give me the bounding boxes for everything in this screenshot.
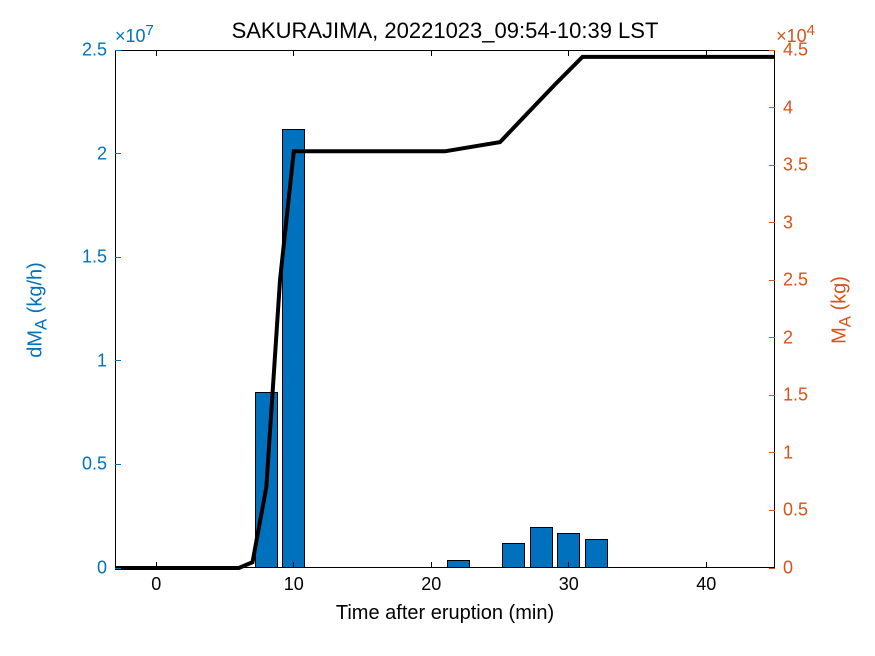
- yright-exp-value: 4: [807, 22, 815, 39]
- x-tick-mark: [293, 562, 294, 568]
- yleft-tick-label: 0.5: [82, 454, 107, 475]
- yleft-exponent: ×107: [115, 22, 154, 47]
- x-tick-mark-top: [706, 50, 707, 56]
- yright-tick-mark: [769, 50, 775, 51]
- yright-tick-label: 3: [783, 212, 793, 233]
- yleft-exp-value: 7: [146, 22, 154, 39]
- yleft-tick-mark: [115, 360, 121, 361]
- yright-tick-mark: [769, 107, 775, 108]
- x-tick-mark-top: [568, 50, 569, 56]
- yleft-tick-mark: [115, 257, 121, 258]
- yright-tick-mark: [769, 280, 775, 281]
- yright-axis-label: MA (kg): [829, 276, 856, 344]
- yleft-tick-label: 2: [97, 143, 107, 164]
- chart-title: SAKURAJIMA, 20221023_09:54-10:39 LST: [115, 18, 775, 44]
- yright-tick-label: 2: [783, 327, 793, 348]
- yright-tick-label: 2.5: [783, 270, 808, 291]
- yright-tick-label: 3.5: [783, 155, 808, 176]
- yright-tick-label: 0.5: [783, 500, 808, 521]
- yleft-tick-label: 0: [97, 558, 107, 579]
- yright-tick-mark: [769, 568, 775, 569]
- yright-tick-label: 1: [783, 442, 793, 463]
- yright-tick-label: 4.5: [783, 40, 808, 61]
- yleft-tick-mark: [115, 464, 121, 465]
- yleft-exp-prefix: ×10: [115, 26, 146, 46]
- yright-tick-mark: [769, 395, 775, 396]
- yleft-tick-mark: [115, 568, 121, 569]
- yright-tick-mark: [769, 510, 775, 511]
- yright-tick-label: 1.5: [783, 385, 808, 406]
- x-tick-mark: [568, 562, 569, 568]
- yleft-tick-label: 1.5: [82, 247, 107, 268]
- yright-tick-mark: [769, 165, 775, 166]
- yright-tick-label: 0: [783, 558, 793, 579]
- x-tick-mark: [706, 562, 707, 568]
- yright-label-units: (kg): [829, 276, 851, 316]
- yright-label-sub: A: [836, 316, 855, 327]
- yright-label-prefix: M: [829, 327, 851, 344]
- x-tick-label: 40: [696, 574, 716, 595]
- yleft-label-units: (kg/h): [25, 262, 47, 319]
- x-tick-mark: [431, 562, 432, 568]
- yright-tick-mark: [769, 222, 775, 223]
- yleft-label-sub: A: [32, 319, 51, 330]
- yright-tick-mark: [769, 452, 775, 453]
- x-tick-mark-top: [156, 50, 157, 56]
- cumulative-line: [115, 57, 775, 568]
- x-tick-label: 30: [559, 574, 579, 595]
- x-tick-mark-top: [293, 50, 294, 56]
- yright-tick-mark: [769, 337, 775, 338]
- x-axis-label: Time after eruption (min): [115, 602, 775, 625]
- yleft-tick-mark: [115, 50, 121, 51]
- yleft-axis-label: dMA (kg/h): [25, 262, 52, 358]
- chart-container: SAKURAJIMA, 20221023_09:54-10:39 LST ×10…: [0, 0, 875, 656]
- x-tick-mark-top: [431, 50, 432, 56]
- yleft-tick-label: 2.5: [82, 40, 107, 61]
- x-tick-label: 10: [284, 574, 304, 595]
- yleft-label-prefix: dM: [25, 330, 47, 358]
- x-tick-label: 20: [421, 574, 441, 595]
- yright-tick-label: 4: [783, 97, 793, 118]
- yleft-tick-mark: [115, 153, 121, 154]
- x-tick-label: 0: [151, 574, 161, 595]
- x-tick-mark: [156, 562, 157, 568]
- line-layer: [115, 50, 775, 568]
- yleft-tick-label: 1: [97, 350, 107, 371]
